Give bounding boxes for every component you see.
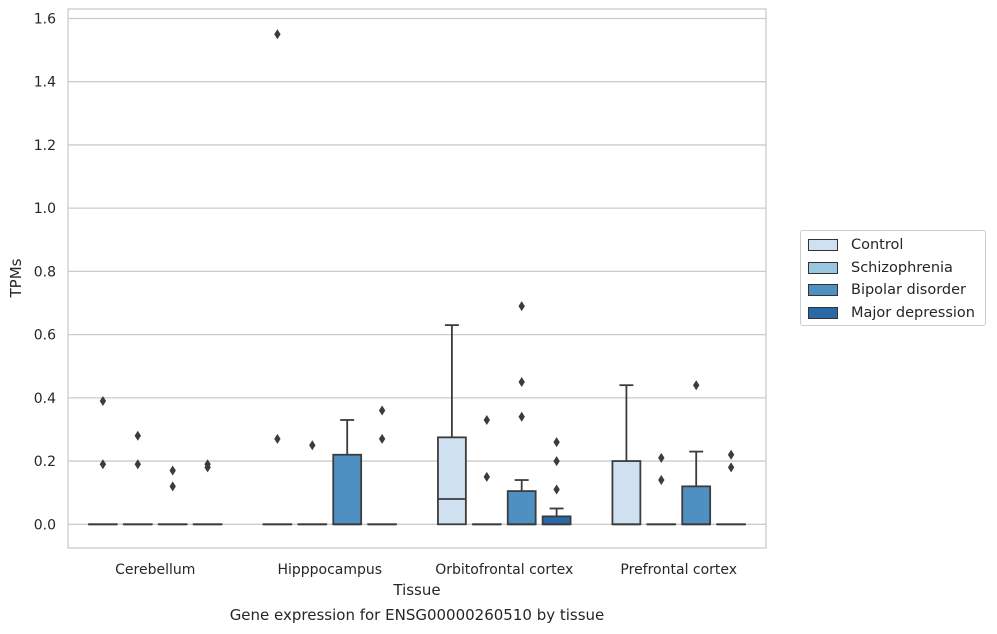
y-tick-label: 1.2 [34, 138, 56, 154]
outlier-point [658, 475, 665, 486]
outlier-point [169, 481, 176, 492]
legend-label-bipolar-disorder: Bipolar disorder [851, 282, 966, 298]
x-tick-label: Orbitofrontal cortex [435, 562, 573, 578]
box-iqr [332, 453, 363, 526]
outlier-point [553, 456, 560, 467]
plot-area [67, 8, 767, 549]
outlier-point [658, 452, 665, 463]
x-tick-labels: Cerebellum Hipppocampus Orbitofrontal cort… [115, 562, 737, 578]
box-group [262, 29, 293, 526]
outlier-point [483, 471, 490, 482]
legend-swatch-control [808, 239, 838, 251]
legend-swatch-schizophrenia [808, 262, 838, 274]
outlier-point [99, 396, 107, 406]
box-iqr [437, 436, 467, 526]
legend-item-schizophrenia: Schizophrenia [808, 259, 953, 277]
box-group [367, 405, 397, 526]
legend-swatch-major-depression [808, 307, 838, 319]
legend: Control Schizophrenia Bipolar disorder M… [800, 230, 986, 326]
outlier-point [553, 437, 560, 448]
outlier-point [274, 29, 281, 40]
legend-label-major-depression: Major depression [851, 305, 975, 321]
outlier-point [518, 377, 525, 388]
box-group [681, 380, 712, 526]
y-tick-label: 0.0 [34, 517, 56, 533]
y-tick-label: 0.8 [34, 264, 56, 280]
y-tick-label: 0.6 [34, 328, 56, 344]
outlier-point [274, 433, 281, 444]
outlier-point [727, 449, 735, 460]
box-group [122, 430, 153, 526]
box-group [506, 301, 537, 526]
x-tick-label: Cerebellum [115, 562, 195, 578]
outlier-point [518, 411, 525, 422]
box-group [716, 449, 746, 526]
x-tick-label: Hipppocampus [277, 562, 382, 578]
outlier-point [483, 414, 490, 425]
outlier-point [378, 405, 386, 416]
legend-label-control: Control [851, 237, 904, 253]
y-axis-label: TPMs [7, 258, 25, 298]
y-tick-labels: 0.0 0.2 0.4 0.6 0.8 1.0 1.2 1.4 1.6 [34, 11, 56, 533]
outlier-point [518, 301, 525, 312]
y-tick-label: 1.4 [34, 75, 56, 91]
box-group [297, 440, 328, 526]
outlier-point [727, 462, 735, 473]
outlier-point [378, 433, 386, 444]
outlier-point [553, 484, 560, 495]
box-group [332, 419, 363, 526]
outlier-point [309, 440, 316, 451]
legend-item-control: Control [808, 236, 903, 254]
outlier-point [134, 430, 141, 441]
y-tick-label: 1.0 [34, 201, 56, 217]
box-group [157, 465, 188, 526]
y-tick-label: 1.6 [34, 11, 56, 27]
box-group [192, 459, 223, 526]
outlier-point [204, 462, 211, 473]
box-iqr [611, 460, 642, 526]
outlier-point [693, 380, 700, 391]
legend-item-major-depression: Major depression [808, 304, 975, 322]
box-group [88, 396, 118, 526]
legend-item-bipolar-disorder: Bipolar disorder [808, 281, 966, 299]
outlier-point [99, 459, 107, 470]
legend-label-schizophrenia: Schizophrenia [851, 260, 953, 276]
box-group [646, 452, 677, 526]
figure-caption: Gene expression for ENSG00000260510 by t… [229, 606, 605, 624]
box-iqr [506, 490, 537, 526]
outlier-point [134, 459, 141, 470]
box-iqr [681, 485, 712, 526]
y-tick-label: 0.4 [34, 391, 56, 407]
box-series [88, 29, 746, 526]
box-group [611, 384, 642, 526]
box-group [437, 324, 467, 526]
x-axis-label: Tissue [392, 581, 440, 599]
outlier-point [169, 465, 176, 476]
box-iqr [541, 515, 572, 526]
x-tick-label: Prefrontal cortex [620, 562, 737, 578]
y-tick-label: 0.2 [34, 454, 56, 470]
legend-swatch-bipolar-disorder [808, 284, 838, 296]
box-group [541, 437, 572, 526]
box-group [471, 414, 502, 526]
